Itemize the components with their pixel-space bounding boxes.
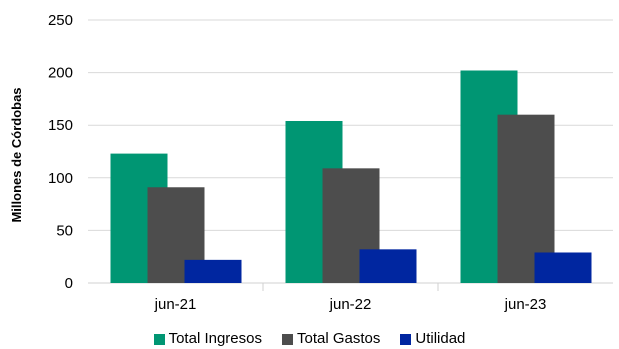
- legend-item: Total Ingresos: [153, 330, 262, 348]
- legend-label: Utilidad: [415, 330, 466, 347]
- y-tick-label: 250: [48, 12, 73, 29]
- bar-utilidad-jun-23: [534, 252, 592, 283]
- legend: Total Ingresos Total Gastos Utilidad: [0, 329, 619, 349]
- y-tick-label: 50: [56, 222, 73, 239]
- legend-label: Total Gastos: [296, 330, 381, 347]
- bars: [110, 70, 592, 284]
- y-tick-label: 0: [65, 275, 73, 292]
- legend-label: Total Ingresos: [168, 330, 262, 347]
- x-tick-label: jun-23: [504, 296, 547, 313]
- y-axis-ticks: 0 50 100 150 200 250: [48, 12, 73, 292]
- y-tick-label: 200: [48, 65, 73, 82]
- x-tick-label: jun-21: [154, 296, 197, 313]
- y-tick-label: 100: [48, 170, 73, 187]
- x-axis-ticks: jun-21 jun-22 jun-23: [154, 283, 547, 313]
- legend-item: Total Gastos: [281, 330, 381, 348]
- legend-swatch: [281, 333, 293, 345]
- legend-swatch: [153, 333, 165, 345]
- bar-utilidad-jun-22: [359, 249, 417, 283]
- legend-item: Utilidad: [400, 330, 465, 348]
- bar-utilidad-jun-21: [184, 259, 242, 283]
- legend-swatch: [400, 333, 412, 345]
- x-tick-label: jun-22: [329, 296, 372, 313]
- y-axis-title: Millones de Córdobas: [9, 87, 24, 222]
- y-tick-label: 150: [48, 117, 73, 134]
